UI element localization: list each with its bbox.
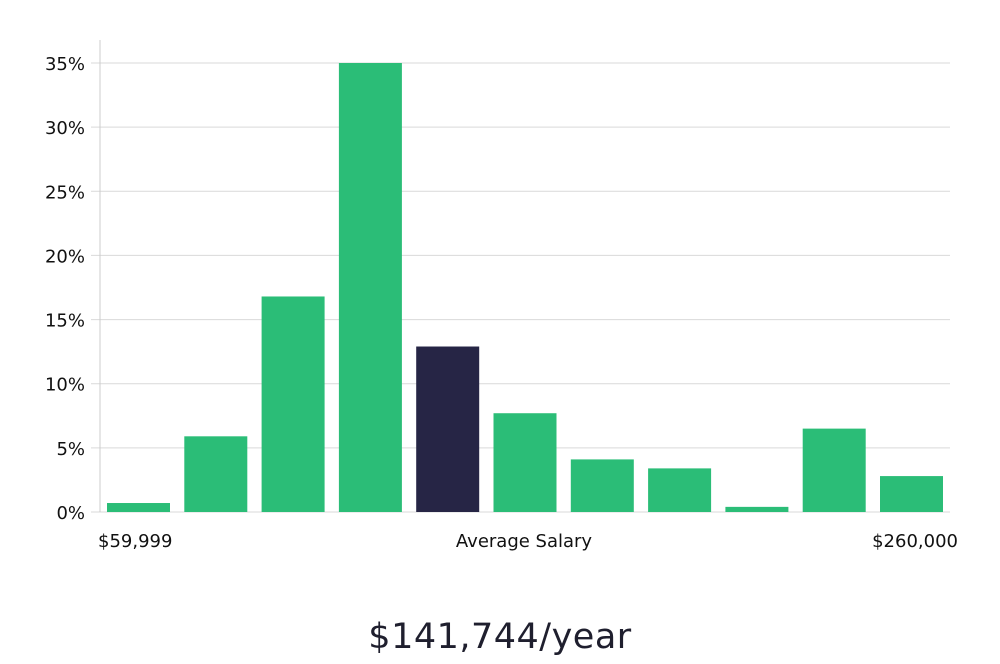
x-min-label: $59,999 <box>98 531 172 552</box>
salary-bar <box>648 468 712 512</box>
y-tick-labels: 0% 5% 10% 15% 20% 25% 30% 35% <box>45 54 85 524</box>
y-tick-label: 5% <box>56 439 85 460</box>
y-tick-label: 30% <box>45 118 85 139</box>
salary-bar <box>493 413 557 512</box>
salary-bar <box>570 459 634 512</box>
y-tick-label: 0% <box>56 503 85 524</box>
y-tick-label: 15% <box>45 311 85 332</box>
y-tick-label: 10% <box>45 375 85 396</box>
x-max-label: $260,000 <box>872 531 958 552</box>
x-center-label: Average Salary <box>456 531 593 552</box>
y-tick-label: 20% <box>45 246 85 267</box>
salary-bar <box>338 63 402 512</box>
salary-bar <box>261 296 325 512</box>
salary-bar <box>725 506 789 512</box>
y-tick-label: 35% <box>45 54 85 75</box>
bars <box>107 63 943 512</box>
salary-bar <box>802 428 866 512</box>
salary-bar <box>880 476 943 512</box>
y-tick-label: 25% <box>45 182 85 203</box>
average-salary-bar <box>416 346 480 512</box>
average-salary-value: $141,744/year <box>368 617 631 657</box>
salary-bar <box>107 503 170 512</box>
salary-bar <box>184 436 248 512</box>
